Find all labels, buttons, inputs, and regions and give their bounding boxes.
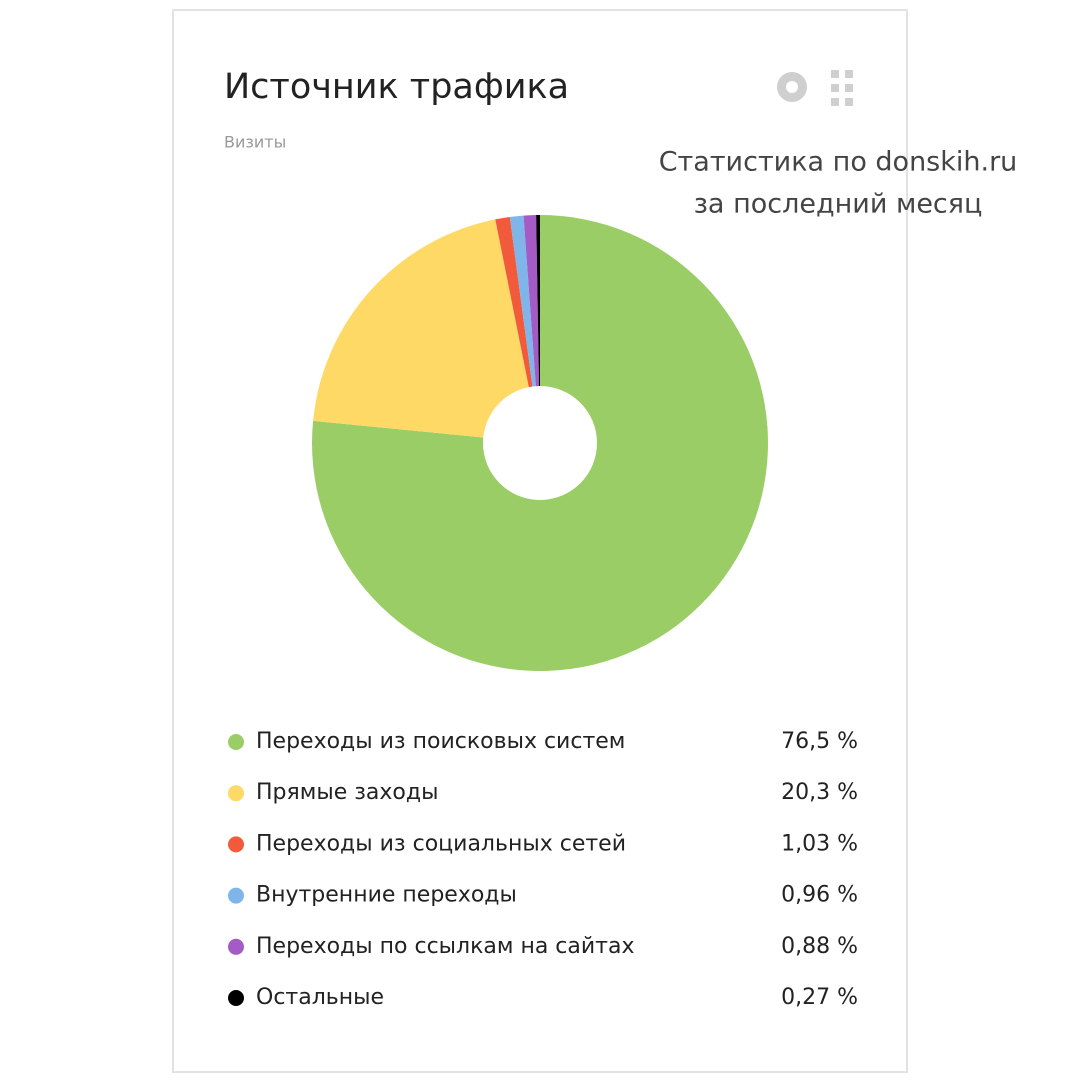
legend-label: Переходы из социальных сетей	[256, 831, 626, 856]
legend-marker	[228, 836, 244, 853]
handle-dot[interactable]	[845, 70, 853, 78]
legend: Переходы из поисковых систем 76,5 % Прямые…	[228, 729, 858, 1010]
value-label: 0,96 %	[781, 883, 858, 908]
legend-marker	[228, 887, 244, 904]
pie-slice	[523, 215, 540, 443]
widget-title: Источник трафика	[224, 67, 569, 107]
widget-subtitle: Визиты	[224, 133, 286, 152]
legend-marker	[228, 938, 244, 955]
legend-label: Остальные	[256, 985, 384, 1010]
donut-hole	[483, 386, 597, 500]
drag-handle[interactable]	[831, 70, 853, 106]
handle-dot[interactable]	[831, 84, 839, 92]
handle-dot[interactable]	[831, 70, 839, 78]
pie-slice	[313, 219, 540, 443]
legend-marker	[228, 785, 244, 802]
pie-slice	[509, 215, 540, 443]
annotation: Статистика по donskih.ru	[659, 147, 1018, 178]
handle-dot[interactable]	[845, 98, 853, 106]
gear-hole[interactable]	[786, 81, 798, 93]
value-label: 1,03 %	[781, 831, 858, 856]
value-label: 0,88 %	[781, 934, 858, 959]
legend-marker	[228, 990, 244, 1006]
value-label: 20,3 %	[781, 780, 858, 805]
settings-icon[interactable]	[777, 72, 807, 102]
pie-slice	[495, 217, 540, 443]
pie-slice	[536, 215, 540, 443]
value-label: 0,27 %	[781, 985, 858, 1010]
handle-dot[interactable]	[831, 98, 839, 106]
legend-label: Внутренние переходы	[256, 883, 517, 908]
annotation: за последний месяц	[694, 189, 983, 220]
legend-label: Прямые заходы	[256, 780, 438, 805]
legend-label: Переходы по ссылкам на сайтах	[256, 934, 635, 959]
value-label: 76,5 %	[781, 729, 858, 754]
handle-dot[interactable]	[845, 84, 853, 92]
legend-label: Переходы из поисковых систем	[256, 729, 625, 754]
legend-marker	[228, 734, 244, 750]
